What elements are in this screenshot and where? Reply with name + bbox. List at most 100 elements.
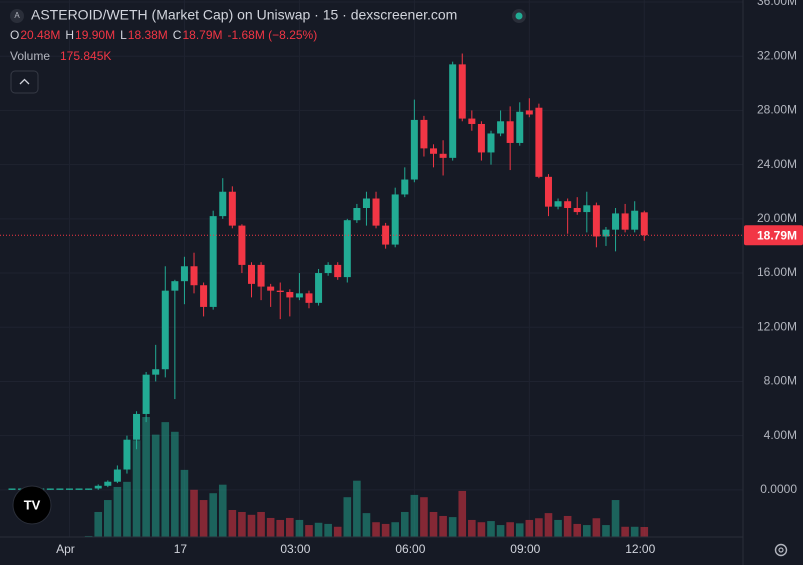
candle-body [257,264,265,287]
y-tick-label: 4.00M [764,428,797,442]
volume-bars [8,417,649,537]
volume-bar [142,417,150,537]
candle-body [621,213,629,230]
candle-body [477,123,485,153]
y-tick-label: 28.00M [757,103,797,117]
price-label-box [744,225,803,246]
candle-body [449,64,457,158]
candle-body [334,264,342,278]
candle-body [228,191,236,226]
candle-body [65,488,73,490]
y-tick-label: 8.00M [764,374,797,388]
volume-bar [400,511,409,537]
candle-body [583,205,591,213]
candle-body [8,488,16,490]
ohlc-key: H [65,28,74,42]
candle-body [640,212,648,236]
volume-bar [506,522,514,537]
candles [8,53,648,490]
volume-bar [132,440,141,537]
volume-bar [94,511,103,537]
ohlc-key: C [173,28,182,42]
candle-body [238,225,246,265]
x-tick-label: 17 [174,542,188,556]
volume-bar [602,525,610,537]
volume-bar [515,523,524,537]
candle-body [142,374,150,414]
volume-bar [286,517,294,537]
candle-body [305,293,313,303]
volume-bar [104,500,112,537]
candle-body [544,176,552,207]
volume-bar [563,515,572,537]
candle-body [180,266,188,282]
candle-body [248,264,255,284]
candle-body [554,201,562,207]
candle-body [592,205,600,237]
volume-bar [621,526,629,537]
volume-bar [123,481,131,537]
token-icon [10,9,24,23]
candle-body [46,488,54,490]
candle-body [161,290,169,370]
candle-body [535,107,543,177]
volume-bar [238,511,246,537]
candle-body [420,119,428,149]
volume-bar [554,519,562,537]
volume-label: Volume [10,49,50,63]
x-tick-label: 06:00 [395,542,425,556]
candle-body [497,121,505,134]
candle-body [190,266,198,286]
candle-body [123,439,131,470]
candle-body [171,281,179,291]
candle-body [602,229,610,237]
candle-body [56,488,64,490]
volume-bar [477,522,486,537]
candle-body [468,118,476,124]
volume-bar [525,519,534,537]
candle-body [133,413,141,440]
volume-bar [113,486,122,537]
volume-bar [305,525,313,537]
volume-bar [640,526,649,537]
volume-bar [458,490,467,537]
candle-body [353,207,361,221]
y-tick-label: 36.00M [757,0,797,8]
candle-body [525,110,533,115]
candle-body [209,216,217,307]
ohlc-key: L [120,28,127,42]
volume-bar [199,500,208,537]
tv-logo[interactable] [12,485,52,525]
candle-body [487,133,495,153]
volume-bar [353,480,361,537]
ohlc-value: 20.48M [20,28,60,42]
candle-body [85,488,93,490]
x-tick-label: 09:00 [510,542,540,556]
candle-body [410,119,418,180]
settings-icon[interactable] [774,543,788,557]
x-tick-label: 12:00 [625,542,655,556]
y-tick-label: 20.00M [757,211,797,225]
candle-body [315,273,323,303]
volume-bar [391,522,399,537]
candle-body [612,213,620,230]
collapse-button[interactable] [10,70,39,94]
candle-body [382,225,390,245]
ohlc-value: 18.38M [128,28,168,42]
volume-bar [592,518,601,537]
volume-bar [161,422,170,537]
y-tick-label: 32.00M [757,48,797,62]
volume-value: 175.845K [60,49,111,63]
grid [0,0,743,537]
candle-body [391,194,399,245]
volume-bar [372,522,380,537]
volume-bar [468,519,476,537]
ohlc-value: 19.90M [75,28,115,42]
volume-bar [420,497,428,537]
candle-body [439,153,447,158]
candle-body [430,148,438,154]
volume-bar [573,523,582,537]
volume-bar [362,513,371,537]
volume-bar [84,535,93,537]
candle-body [94,485,102,489]
